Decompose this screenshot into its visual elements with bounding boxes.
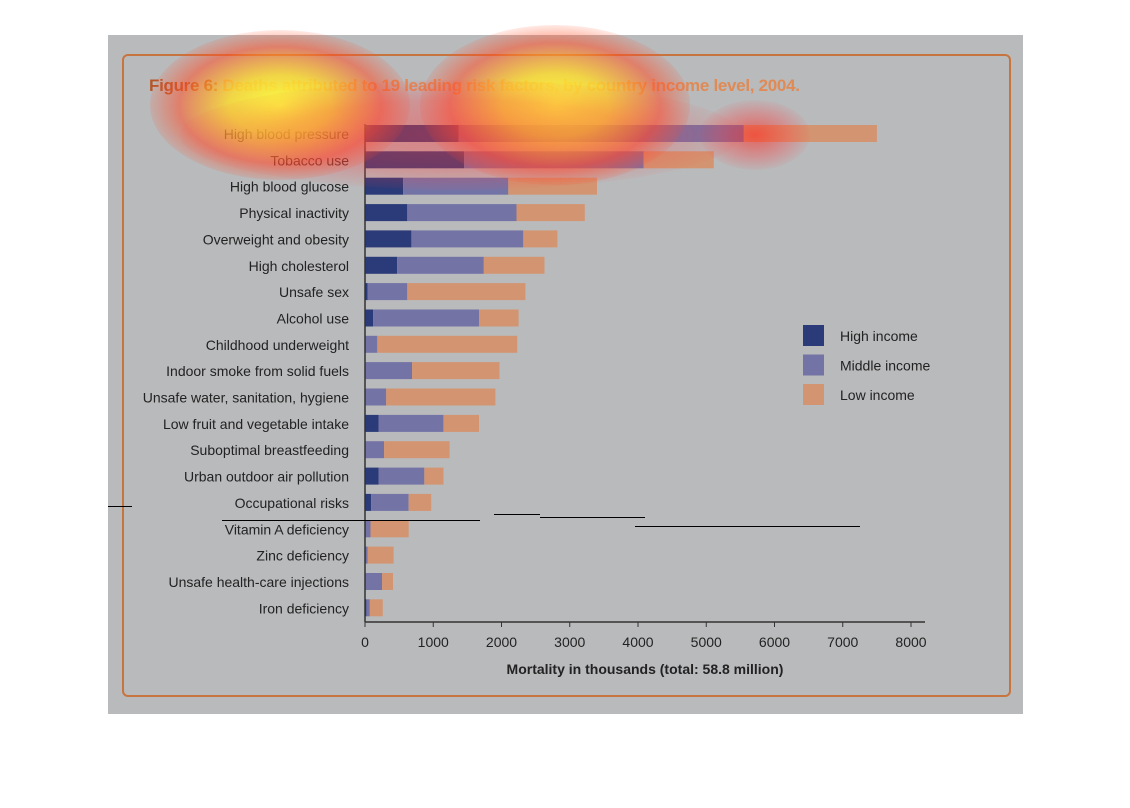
stroke-line <box>540 517 645 518</box>
x-tick-label: 3000 <box>554 634 585 650</box>
bar-segment <box>365 309 374 327</box>
category-label: Childhood underweight <box>206 337 349 353</box>
bar-segment <box>371 493 409 511</box>
bar-segment <box>483 256 545 274</box>
x-tick-label: 7000 <box>827 634 858 650</box>
bar-segment <box>378 414 444 432</box>
bar-segment <box>407 204 517 222</box>
category-label: Unsafe water, sanitation, hygiene <box>143 390 349 406</box>
category-label: Unsafe health-care injections <box>168 574 349 590</box>
bar-segment <box>365 151 464 169</box>
bar-segment <box>365 388 387 406</box>
bar-segment <box>365 573 383 590</box>
bar-segment <box>365 546 368 564</box>
stroke-line <box>108 506 132 507</box>
stroke-line <box>635 526 860 527</box>
x-tick-label: 6000 <box>759 634 790 650</box>
bar-segment <box>365 335 378 353</box>
bar-segment <box>408 493 432 511</box>
legend-label: High income <box>840 328 918 344</box>
bar-segment <box>367 283 408 301</box>
bar-segment <box>365 467 379 485</box>
legend-swatch <box>803 325 824 346</box>
stroke-line <box>494 514 540 515</box>
bar-segment <box>373 309 479 327</box>
category-label: Iron deficiency <box>259 600 349 616</box>
bar-segment <box>508 177 597 195</box>
bar-segment <box>365 283 368 301</box>
bar-segment <box>443 414 479 432</box>
x-ticks: 0 1000 2000 3000 4000 5000 6000 7000 8000 <box>361 622 927 650</box>
bar-segment <box>365 493 372 511</box>
bar-segment <box>365 204 408 222</box>
bars-group <box>365 125 877 617</box>
bar-segment <box>367 546 394 564</box>
bar-segment <box>365 362 413 380</box>
category-label: Vitamin A deficiency <box>225 521 349 537</box>
bar-segment <box>365 441 385 459</box>
x-tick-label: 0 <box>361 634 369 650</box>
category-label: Tobacco use <box>270 152 349 168</box>
category-label: High cholesterol <box>249 258 349 274</box>
bar-segment <box>464 151 644 169</box>
legend-swatch <box>803 384 824 405</box>
category-label: Suboptimal breastfeeding <box>190 442 349 458</box>
x-tick-label: 1000 <box>418 634 449 650</box>
bar-segment <box>365 414 379 432</box>
x-tick-label: 4000 <box>622 634 653 650</box>
category-label: Indoor smoke from solid fuels <box>166 363 349 379</box>
stroke-line <box>222 520 480 521</box>
x-tick-label: 5000 <box>691 634 722 650</box>
bar-segment <box>397 256 484 274</box>
bar-segment <box>516 204 585 222</box>
legend-swatch <box>803 354 824 376</box>
bar-segment <box>382 573 393 590</box>
bar-segment <box>369 599 383 617</box>
bar-segment <box>403 177 509 195</box>
x-tick-label: 2000 <box>486 634 517 650</box>
bar-segment <box>365 230 412 248</box>
legend: High income Middle income Low income <box>803 325 930 405</box>
bar-segment <box>386 388 496 406</box>
bar-segment <box>411 230 524 248</box>
bar-segment <box>370 520 409 538</box>
category-label: Physical inactivity <box>239 205 349 221</box>
bar-segment <box>365 125 459 142</box>
bar-segment <box>523 230 558 248</box>
legend-label: Low income <box>840 387 915 403</box>
legend-label: Middle income <box>840 358 930 374</box>
category-label: High blood glucose <box>230 179 349 195</box>
category-label: Unsafe sex <box>279 284 349 300</box>
category-label: Zinc deficiency <box>256 548 349 564</box>
bar-segment <box>365 256 398 274</box>
category-label: Low fruit and vegetable intake <box>163 416 349 432</box>
bar-segment <box>378 467 425 485</box>
x-axis-label: Mortality in thousands (total: 58.8 mill… <box>507 661 784 677</box>
x-tick-label: 8000 <box>895 634 926 650</box>
bar-segment <box>384 441 450 459</box>
bar-segment <box>365 520 371 538</box>
category-label: High blood pressure <box>224 126 350 142</box>
bar-segment <box>424 467 444 485</box>
bar-segment <box>377 335 518 353</box>
bar-segment <box>643 151 714 169</box>
category-label: Urban outdoor air pollution <box>184 469 349 485</box>
bar-segment <box>479 309 519 327</box>
bar-segment <box>458 125 744 142</box>
bar-segment <box>366 599 370 617</box>
bar-segment <box>365 177 404 195</box>
bar-segment <box>743 125 877 142</box>
bar-segment <box>407 283 526 301</box>
category-label: Overweight and obesity <box>203 231 349 247</box>
category-label: Occupational risks <box>235 495 349 511</box>
category-labels: High blood pressure Tobacco use High blood… <box>143 126 349 616</box>
bar-segment <box>412 362 500 380</box>
category-label: Alcohol use <box>277 311 350 327</box>
